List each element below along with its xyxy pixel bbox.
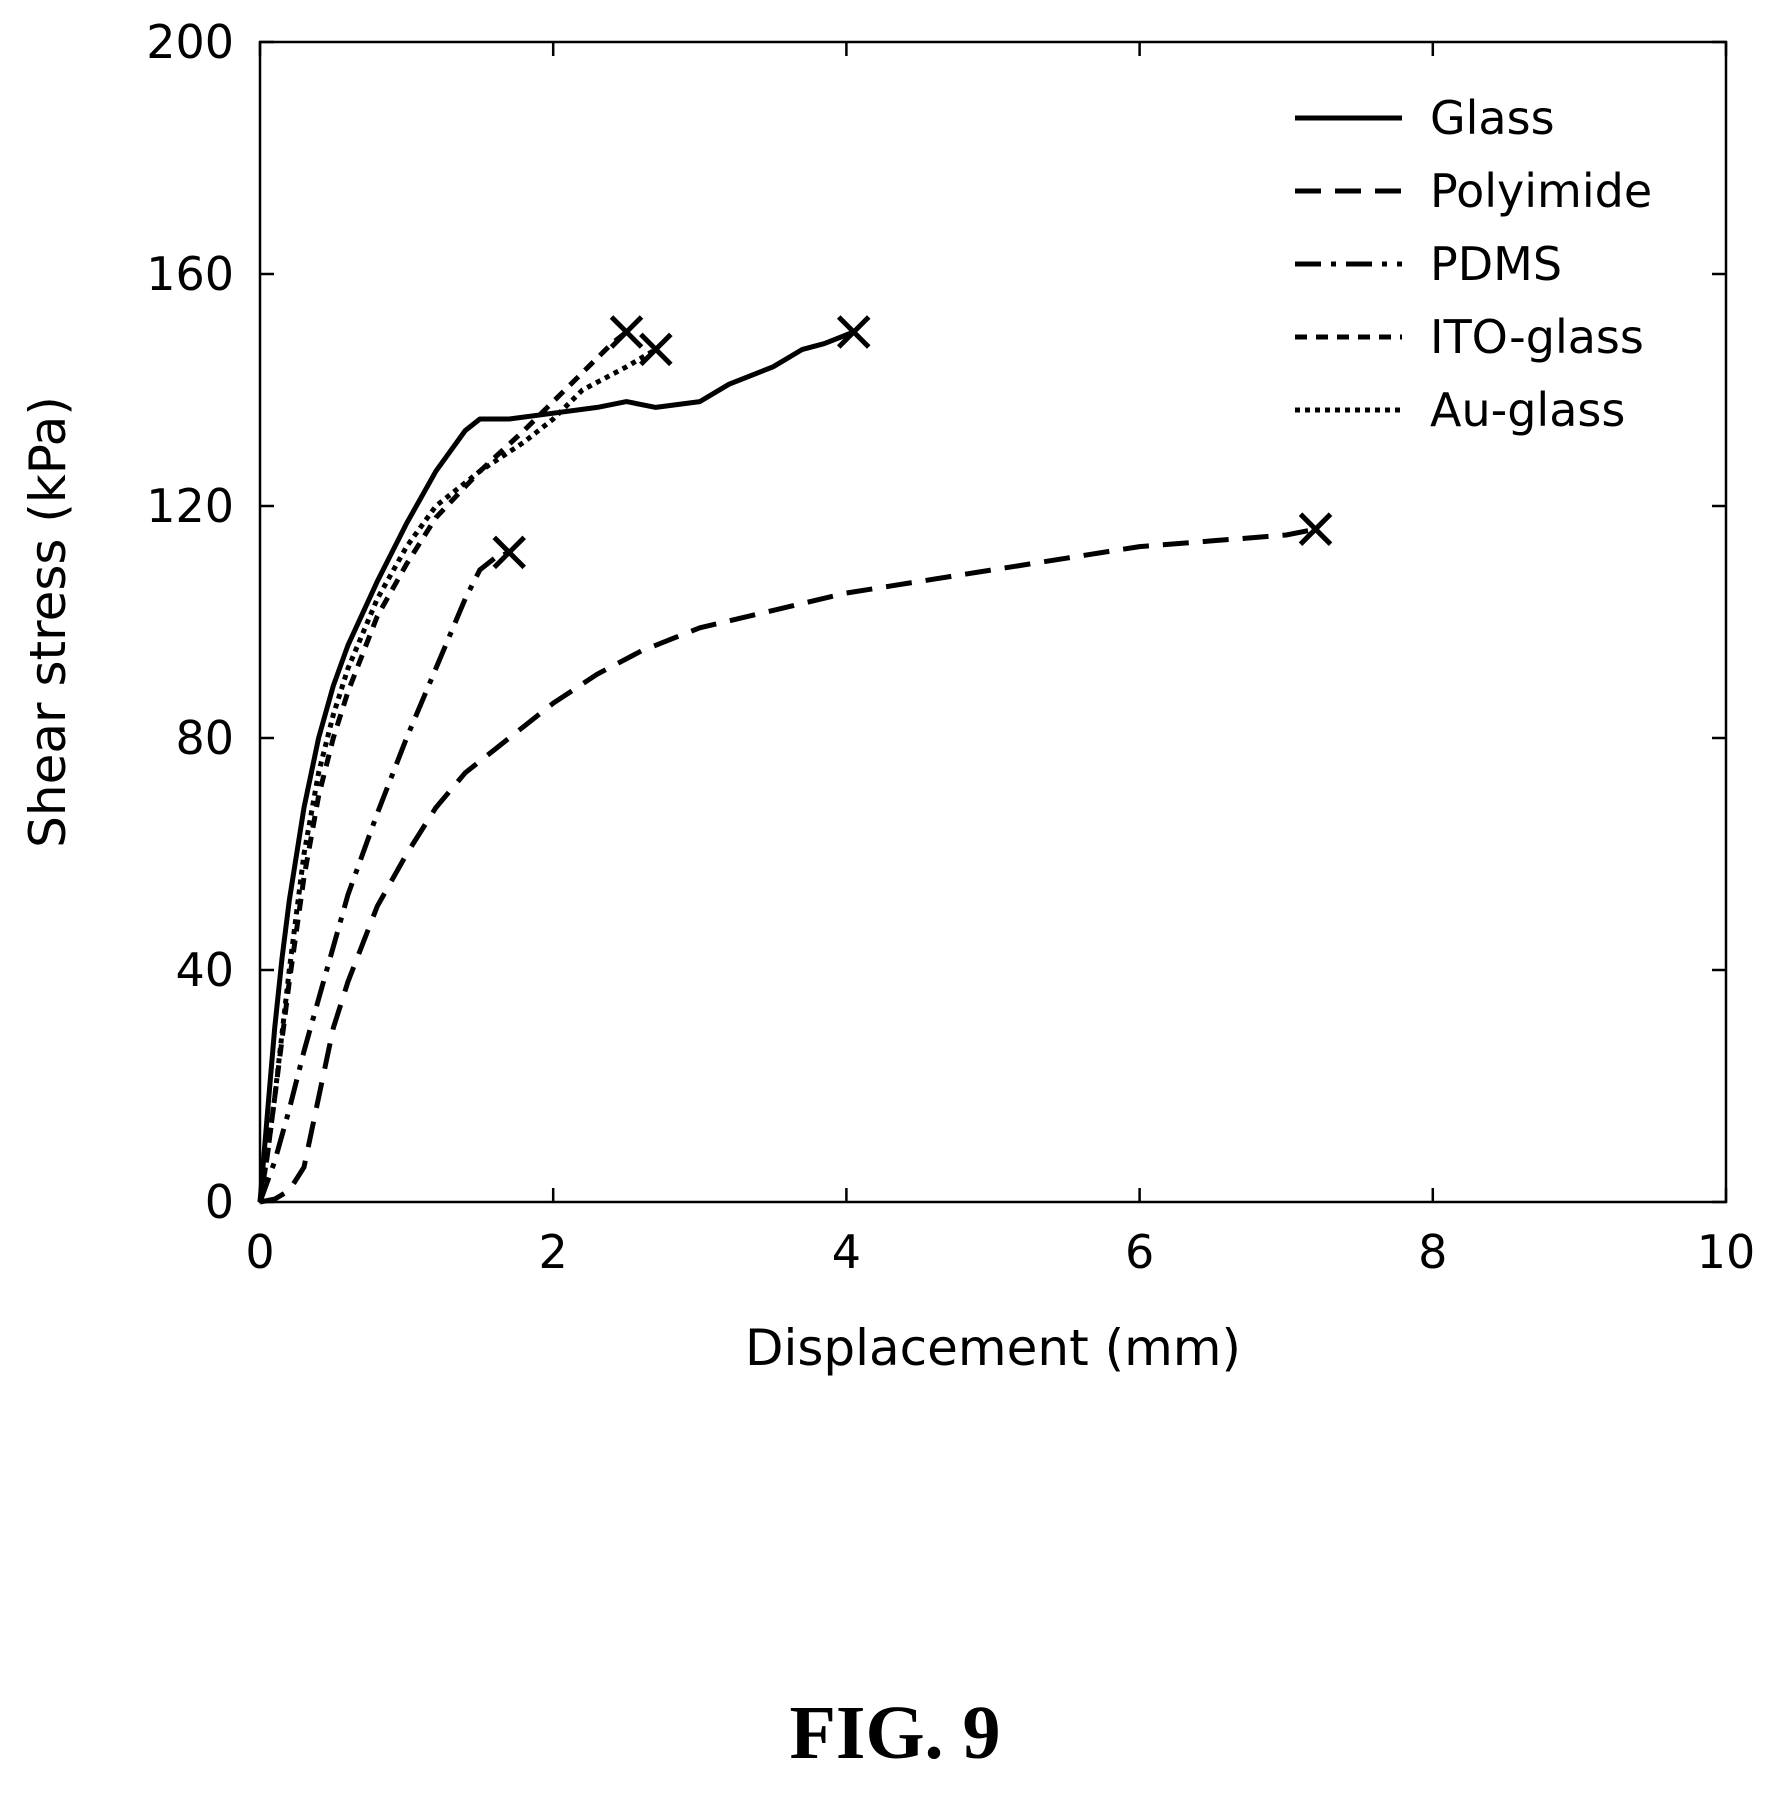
y-tick-label: 80 <box>175 711 234 765</box>
legend-item: Au-glass <box>1295 383 1625 437</box>
series-line-polyimide <box>259 526 1316 1205</box>
figure-caption: FIG. 9 <box>789 1691 1001 1775</box>
legend-item: Polyimide <box>1295 164 1652 218</box>
failure-marker-pdms <box>492 535 526 570</box>
legend-label: ITO-glass <box>1430 310 1644 364</box>
y-axis-title: Shear stress (kPa) <box>19 396 77 848</box>
marker-stroke <box>836 315 871 349</box>
marker-stroke <box>1298 512 1333 546</box>
y-tick-label: 0 <box>205 1175 234 1229</box>
x-tick-label: 4 <box>832 1225 861 1279</box>
legend-item: Glass <box>1295 91 1555 145</box>
marker-stroke <box>492 535 526 570</box>
failure-marker-polyimide <box>1298 512 1333 546</box>
tick-labels: 0 2 4 6 8 10 0 40 80 120 160 200 <box>146 15 1755 1279</box>
x-tick-label: 2 <box>539 1225 568 1279</box>
x-tick-label: 6 <box>1125 1225 1154 1279</box>
y-tick-label: 120 <box>146 479 234 533</box>
x-tick-label: 10 <box>1697 1225 1756 1279</box>
legend-label: PDMS <box>1430 237 1562 291</box>
failure-marker-ito-glass <box>609 315 644 349</box>
series-line-pdms <box>257 550 511 1203</box>
x-axis-title: Displacement (mm) <box>745 1319 1241 1377</box>
y-tick-label: 200 <box>146 15 234 69</box>
legend: Glass Polyimide PDMS ITO-glass Au-glass <box>1295 91 1652 437</box>
legend-label: Glass <box>1430 91 1555 145</box>
legend-label: Au-glass <box>1430 383 1625 437</box>
marker-stroke <box>609 315 644 349</box>
y-tick-label: 160 <box>146 247 234 301</box>
series-line-glass <box>257 329 855 1203</box>
x-tick-label: 0 <box>245 1225 274 1279</box>
failure-marker-glass <box>836 315 871 349</box>
series-line-au-glass <box>257 347 658 1203</box>
x-tick-label: 8 <box>1418 1225 1447 1279</box>
series-line-ito-glass <box>257 330 629 1203</box>
legend-label: Polyimide <box>1430 164 1652 218</box>
series-layer <box>257 329 1316 1205</box>
legend-item: PDMS <box>1295 237 1562 291</box>
plot-frame <box>258 40 1728 1204</box>
y-tick-label: 40 <box>175 943 234 997</box>
legend-item: ITO-glass <box>1295 310 1644 364</box>
marker-stroke <box>639 332 673 367</box>
failure-marker-au-glass <box>639 332 673 367</box>
failure-markers <box>492 315 1333 570</box>
